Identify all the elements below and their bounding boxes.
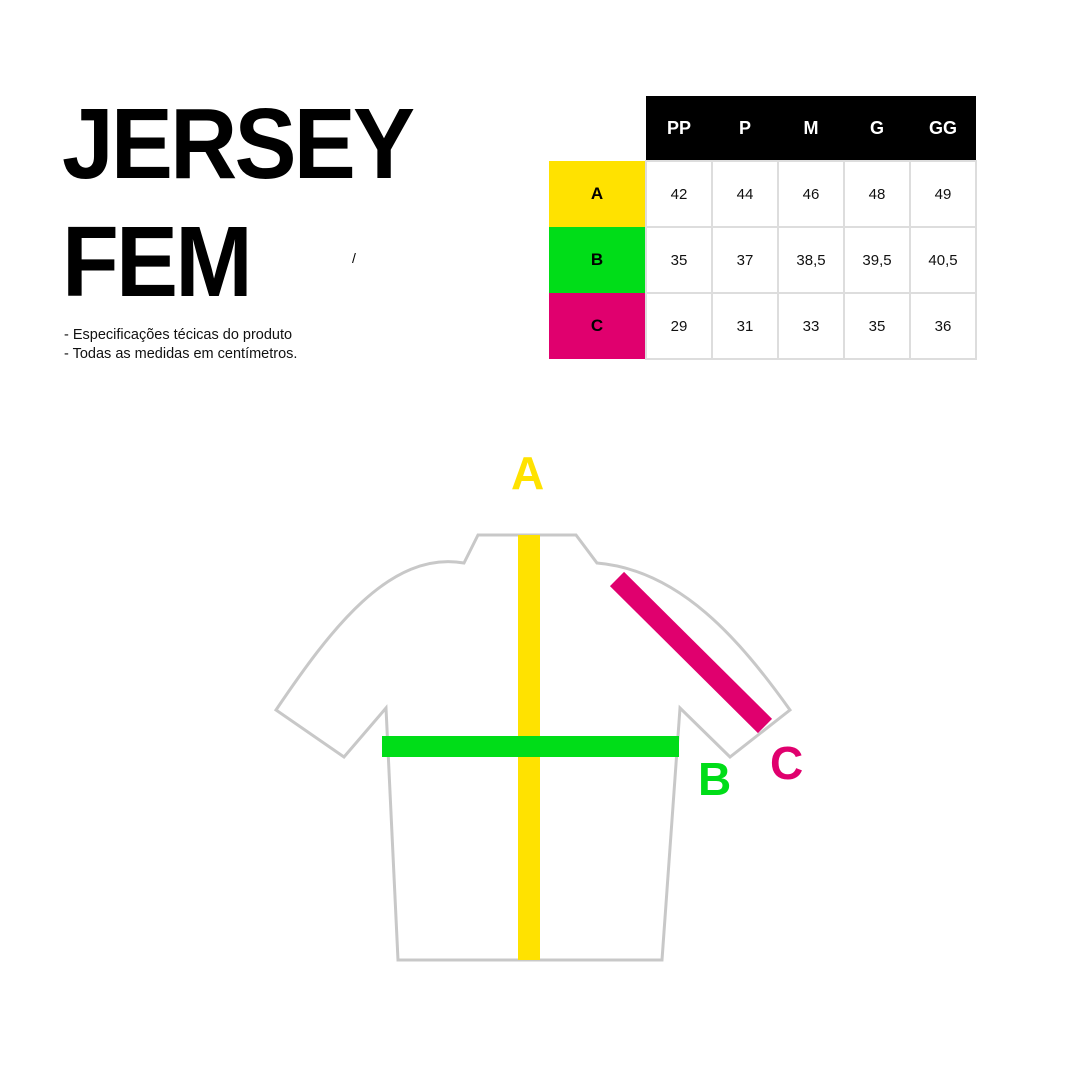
row-label: B [549,227,646,293]
jersey-outline [273,533,793,962]
title-line-1: JERSEY [62,88,415,200]
col-header: GG [910,96,976,161]
notes: - Especificações técicas do produto - To… [64,326,297,364]
col-header: P [712,96,778,161]
row-label: C [549,293,646,359]
measure-c-bar [609,571,773,734]
cell: 40,5 [909,226,977,294]
cell: 31 [711,292,779,360]
cell: 29 [645,292,713,360]
size-table: PP P M G GG A 42 44 46 48 49 B 35 37 38,… [549,96,977,360]
label-b: B [698,753,732,805]
label-a: A [511,447,545,499]
slash-mark: / [352,250,356,266]
cell: 37 [711,226,779,294]
title-line-2: FEM [62,206,253,318]
row-label: A [549,161,646,227]
table-row: A 42 44 46 48 49 [549,160,977,228]
col-header: G [844,96,910,161]
note-2: - Todas as medidas em centímetros. [64,346,298,362]
col-header: M [778,96,844,161]
cell: 42 [645,160,713,228]
measure-b-bar [382,736,679,757]
cell: 39,5 [843,226,911,294]
header-row: PP P M G GG [549,96,976,161]
cell: 49 [909,160,977,228]
label-c: C [770,737,804,789]
col-header: PP [646,96,712,161]
cell: 48 [843,160,911,228]
cell: 35 [843,292,911,360]
cell: 35 [645,226,713,294]
table-row: B 35 37 38,5 39,5 40,5 [549,226,977,294]
cell: 36 [909,292,977,360]
cell: 44 [711,160,779,228]
cell: 33 [777,292,845,360]
cell: 46 [777,160,845,228]
table-row: C 29 31 33 35 36 [549,292,977,360]
note-1: - Especificações técicas do produto [64,327,293,343]
cell: 38,5 [777,226,845,294]
